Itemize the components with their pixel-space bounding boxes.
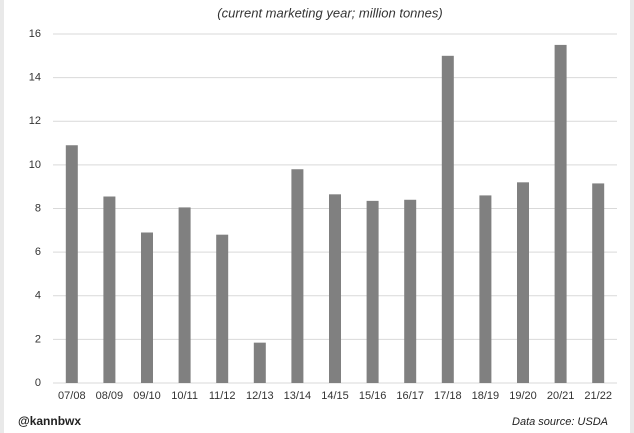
y-tick-label: 0 — [35, 377, 41, 389]
y-tick-label: 16 — [29, 28, 41, 40]
bar — [329, 194, 341, 383]
bar — [141, 232, 153, 383]
x-tick-label: 14/15 — [321, 390, 349, 402]
source: Data source: USDA — [512, 416, 608, 428]
bar — [65, 145, 78, 383]
bar — [291, 169, 304, 383]
x-tick-label: 07/08 — [58, 390, 86, 402]
bar — [441, 55, 454, 383]
bar — [517, 182, 529, 383]
credit: @kannbwx — [18, 414, 81, 428]
y-tick-label: 6 — [35, 246, 41, 258]
x-tick-label: 13/14 — [284, 390, 312, 402]
bar — [216, 234, 229, 383]
bar — [479, 195, 492, 383]
bar — [404, 199, 417, 383]
y-tick-label: 14 — [29, 72, 41, 84]
y-tick-label: 10 — [29, 159, 41, 171]
bar — [103, 196, 116, 383]
x-tick-label: 15/16 — [359, 390, 387, 402]
bar — [253, 342, 266, 383]
bar — [554, 44, 567, 383]
x-tick-label: 08/09 — [96, 390, 124, 402]
x-tick-label: 18/19 — [472, 390, 500, 402]
x-tick-label: 20/21 — [547, 390, 575, 402]
bar — [592, 183, 605, 383]
chart-subtitle: (current marketing year; million tonnes) — [217, 5, 442, 20]
x-tick-label: 11/12 — [209, 390, 236, 402]
x-tick-label: 21/22 — [584, 390, 612, 402]
bar — [178, 207, 191, 383]
y-tick-label: 4 — [35, 290, 41, 302]
panel — [4, 0, 630, 433]
x-tick-label: 09/10 — [133, 390, 161, 402]
x-tick-label: 12/13 — [246, 390, 274, 402]
y-tick-label: 2 — [35, 333, 41, 345]
x-tick-label: 19/20 — [509, 390, 537, 402]
x-tick-label: 10/11 — [171, 390, 198, 402]
bar — [366, 200, 379, 383]
x-tick-label: 17/18 — [434, 390, 462, 402]
x-tick-label: 16/17 — [396, 390, 424, 402]
y-tick-label: 8 — [35, 202, 41, 214]
y-tick-label: 12 — [29, 115, 41, 127]
